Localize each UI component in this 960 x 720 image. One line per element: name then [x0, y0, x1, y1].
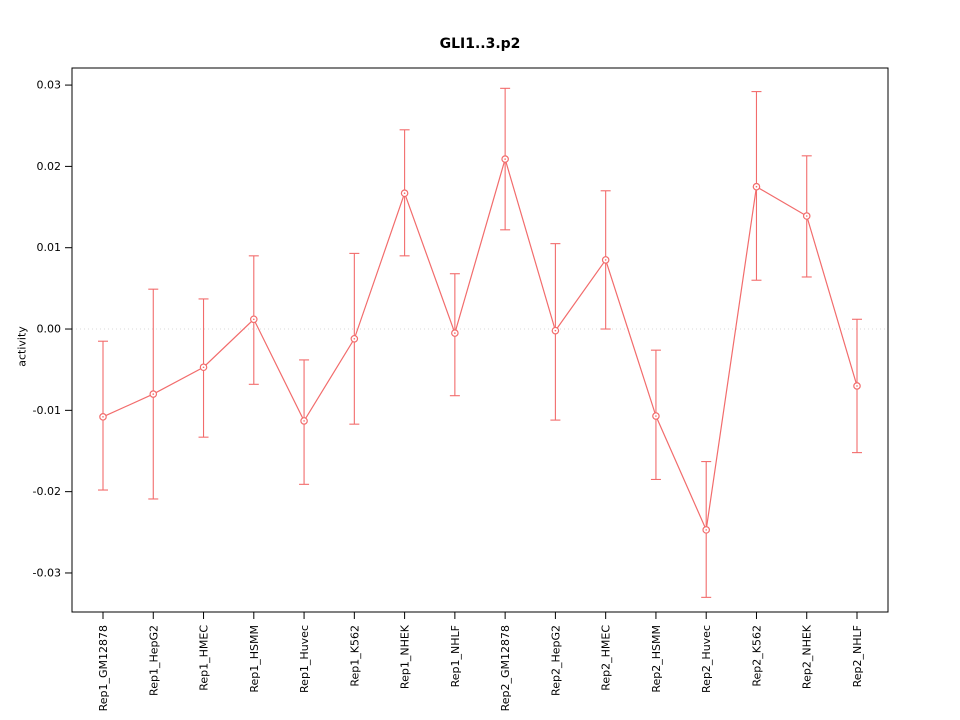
- data-point-center-dot: [655, 415, 657, 417]
- data-point-center-dot: [152, 393, 155, 395]
- y-tick-label: -0.01: [33, 404, 61, 417]
- x-tick-label: Rep2_K562: [750, 625, 763, 687]
- x-tick-label: Rep1_K562: [348, 625, 361, 687]
- y-tick-label: 0.03: [37, 79, 62, 92]
- y-tick-label: 0.02: [37, 160, 62, 173]
- y-tick-label: 0.00: [37, 323, 62, 336]
- y-tick-label: -0.03: [33, 566, 61, 579]
- data-point-center-dot: [604, 259, 607, 261]
- data-point-center-dot: [253, 318, 255, 321]
- series-line: [102, 156, 858, 533]
- x-tick-label: Rep1_NHLF: [449, 625, 462, 687]
- y-axis-title: activity: [15, 326, 29, 367]
- x-tick-label: Rep1_NHEK: [399, 624, 412, 689]
- x-tick-label: Rep2_GM12878: [499, 625, 512, 711]
- x-tick-label: Rep1_HSMM: [248, 625, 261, 693]
- x-tick-label: Rep1_GM12878: [97, 625, 110, 711]
- data-point-center-dot: [403, 192, 406, 195]
- data-point-center-dot: [303, 420, 305, 422]
- data-point-center-dot: [705, 529, 707, 531]
- x-tick-label: Rep1_HepG2: [147, 625, 160, 696]
- data-point-center-dot: [202, 366, 205, 369]
- x-tick-label: Rep2_NHEK: [801, 624, 814, 689]
- data-point-center-dot: [755, 185, 758, 188]
- x-tick-label: Rep2_NHLF: [851, 625, 864, 687]
- y-tick-label: -0.02: [33, 485, 61, 498]
- chart-title: GLI1..3.p2: [439, 36, 521, 52]
- data-point-center-dot: [353, 337, 356, 340]
- x-tick-label: Rep2_Huvec: [700, 625, 713, 693]
- x-tick-label: Rep2_HMEC: [600, 625, 613, 691]
- x-tick-label: Rep1_HMEC: [198, 625, 211, 691]
- x-tick-label: Rep1_Huvec: [298, 625, 311, 693]
- data-point-center-dot: [856, 385, 858, 387]
- y-tick-label: 0.01: [37, 241, 62, 254]
- x-tick-label: Rep2_HepG2: [549, 625, 562, 696]
- data-point-center-dot: [102, 416, 104, 418]
- data-point-center-dot: [504, 158, 506, 160]
- data-point-center-dot: [454, 332, 456, 334]
- plot-box: [71, 67, 889, 613]
- x-tick-label: Rep2_HSMM: [650, 625, 663, 693]
- data-point-center-dot: [554, 329, 557, 332]
- data-point-center-dot: [805, 215, 808, 217]
